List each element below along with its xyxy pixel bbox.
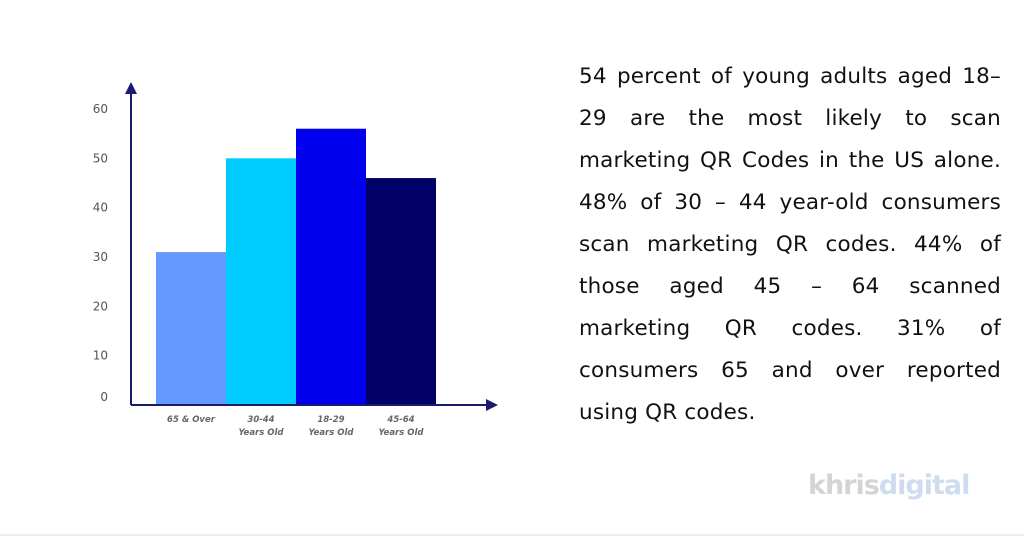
y-tick-label: 0: [100, 390, 108, 404]
y-tick-label: 60: [93, 102, 108, 116]
x-axis-arrow-icon: [486, 399, 498, 411]
x-tick-label: Years Old: [239, 428, 285, 438]
x-tick-label: 45-64: [386, 415, 414, 425]
y-tick-label: 50: [93, 151, 108, 165]
y-tick-label: 30: [93, 250, 108, 264]
bar: [156, 252, 226, 405]
x-tick-label: Years Old: [309, 428, 355, 438]
logo: khrisdigital: [808, 470, 971, 501]
x-tick-label: 30-44: [247, 415, 274, 425]
logo-part2: digital: [878, 470, 971, 501]
y-axis-arrow-icon: [125, 82, 137, 94]
description-paragraph: 54 percent of young adults aged 18–29 ar…: [579, 64, 1001, 425]
x-tick-label: Years Old: [379, 428, 425, 438]
y-tick-label: 10: [93, 349, 108, 363]
logo-part1: khris: [808, 470, 880, 501]
divider: [0, 534, 1024, 536]
y-tick-label: 20: [93, 299, 108, 313]
bar: [366, 178, 436, 405]
x-tick-label: 18-29: [317, 415, 344, 425]
bar: [226, 158, 296, 405]
y-tick-label: 40: [93, 201, 108, 215]
x-tick-label: 65 & Over: [167, 415, 216, 425]
bar-chart: 65 & Over 30-44 Years Old 18-29 Years Old 45-…: [93, 82, 498, 438]
bar: [296, 128, 366, 405]
